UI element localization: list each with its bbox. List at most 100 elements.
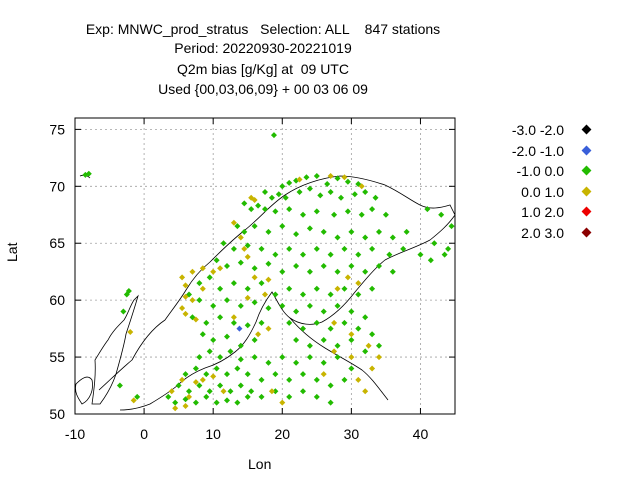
station-point	[320, 337, 327, 343]
station-point	[327, 189, 334, 195]
station-point	[306, 185, 313, 192]
station-point	[327, 173, 334, 180]
station-point	[217, 382, 224, 389]
legend-entry: -1.0 0.0	[470, 163, 592, 179]
station-point	[445, 245, 452, 252]
legend-marker	[581, 165, 592, 176]
station-point	[196, 280, 203, 287]
station-point	[369, 245, 376, 252]
legend-label: 1.0 2.0	[521, 204, 564, 220]
station-point	[348, 263, 355, 269]
station-point	[182, 293, 189, 300]
y-tick-label: 60	[49, 292, 65, 308]
station-point	[241, 228, 248, 235]
station-point	[400, 245, 407, 252]
station-point	[237, 382, 244, 389]
station-point	[179, 274, 186, 281]
station-point	[199, 331, 206, 338]
legend-entry: 1.0 2.0	[470, 204, 592, 220]
station-point	[230, 319, 237, 326]
station-point	[244, 322, 251, 329]
station-point	[293, 231, 300, 238]
station-point	[348, 365, 355, 372]
station-point	[279, 302, 286, 309]
station-point	[265, 276, 272, 283]
station-point	[320, 371, 327, 378]
station-point	[165, 393, 172, 400]
station-point	[362, 268, 369, 275]
station-point	[272, 388, 279, 395]
station-point	[320, 263, 327, 269]
station-point	[272, 371, 279, 378]
station-point	[179, 376, 186, 383]
y-tick-label: 50	[49, 406, 65, 422]
y-axis-label: Lat	[4, 242, 20, 262]
station-point	[389, 234, 396, 241]
station-point	[265, 260, 272, 267]
station-point	[341, 319, 348, 326]
station-point	[313, 376, 320, 383]
station-point	[286, 319, 293, 326]
station-point	[196, 297, 203, 304]
station-point	[376, 263, 382, 269]
station-point	[296, 189, 303, 195]
station-point	[313, 285, 320, 292]
coast-baltic-east	[289, 317, 389, 401]
station-point	[270, 132, 277, 139]
station-point	[206, 348, 213, 355]
station-point	[127, 329, 134, 336]
station-point	[403, 228, 410, 235]
station-point	[241, 200, 248, 207]
station-point	[386, 251, 393, 258]
station-point	[348, 331, 355, 338]
station-point	[241, 245, 248, 252]
station-point	[85, 170, 92, 177]
station-point	[372, 194, 379, 201]
station-point	[369, 331, 376, 338]
station-point	[272, 208, 279, 215]
station-point	[258, 319, 265, 326]
station-point	[237, 234, 244, 241]
station-point	[134, 393, 141, 400]
station-point	[206, 388, 213, 395]
legend-label: -3.0 -2.0	[511, 122, 564, 138]
station-point	[172, 405, 179, 412]
station-point	[362, 348, 369, 355]
station-point	[244, 242, 251, 249]
station-point	[175, 382, 182, 389]
station-point	[236, 325, 243, 332]
station-point	[255, 202, 262, 209]
station-point	[244, 294, 251, 301]
station-point	[306, 302, 313, 309]
station-point	[265, 305, 272, 312]
station-point	[369, 365, 376, 372]
legend-label: 0.0 1.0	[521, 183, 564, 200]
station-point	[348, 354, 355, 361]
station-point	[279, 354, 286, 361]
station-point	[189, 297, 196, 304]
station-point	[355, 376, 362, 383]
station-point	[251, 274, 258, 281]
station-point	[334, 234, 341, 241]
station-point	[230, 245, 237, 252]
station-point	[213, 399, 220, 406]
station-point	[237, 259, 244, 266]
x-tick-label: -10	[65, 426, 85, 442]
station-point	[192, 379, 199, 386]
legend-label: -1.0 0.0	[516, 163, 564, 179]
station-point	[230, 314, 237, 321]
station-point	[303, 174, 310, 181]
legend-marker	[581, 124, 592, 135]
station-point	[338, 194, 344, 201]
station-point	[306, 354, 313, 361]
station-point	[286, 376, 293, 383]
station-point	[313, 319, 320, 326]
station-point	[248, 388, 255, 395]
station-point	[300, 291, 306, 298]
station-point	[355, 280, 362, 287]
x-tick-label: 10	[205, 426, 221, 442]
station-point	[344, 208, 351, 215]
coast-britain	[91, 294, 139, 405]
station-point	[282, 194, 289, 201]
station-point	[334, 342, 341, 349]
